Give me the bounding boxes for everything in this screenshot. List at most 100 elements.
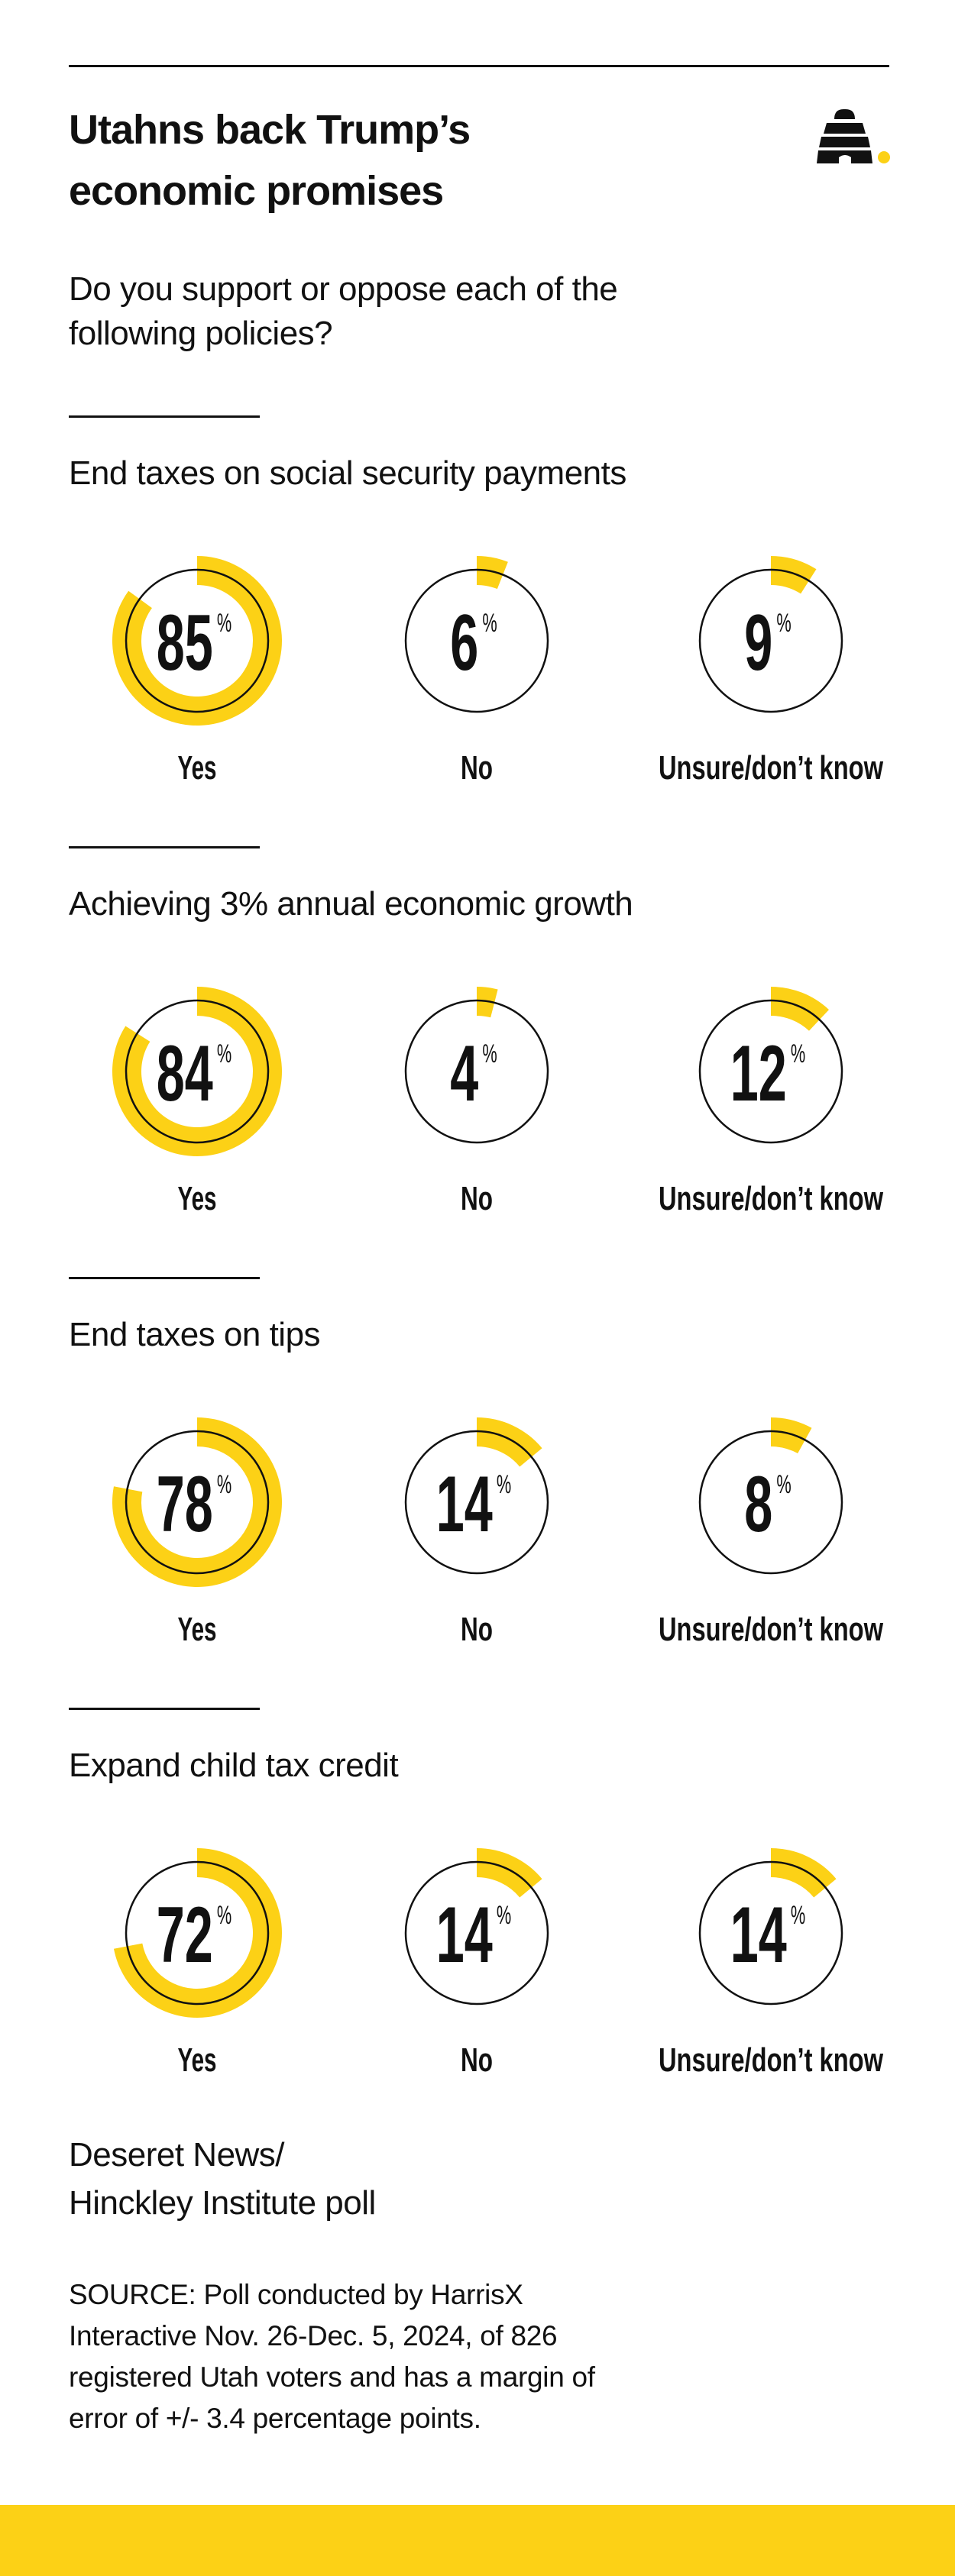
- percent-sign: %: [217, 1470, 231, 1499]
- category-label: No: [461, 749, 493, 787]
- poll-question-section: Expand child tax credit 72% Yes 14% No 14% Uns…: [0, 1708, 955, 2138]
- value-label: 8%: [744, 1459, 791, 1549]
- percent-sign: %: [217, 609, 231, 638]
- value-label: 12%: [730, 1029, 805, 1118]
- policy-title: Expand child tax credit: [69, 1747, 399, 1784]
- value-label: 14%: [436, 1890, 511, 1980]
- source-note: SOURCE: Poll conducted by HarrisX Intera…: [69, 2274, 595, 2439]
- value-label: 9%: [744, 598, 791, 687]
- donut-arc: [771, 987, 829, 1031]
- donut-chart: 85 % Yes: [112, 556, 282, 787]
- donut-chart: 9 % Unsure/don’t know: [659, 556, 884, 787]
- donut-arc: [477, 556, 508, 590]
- percent-sign: %: [776, 1470, 791, 1499]
- value-label: 14%: [730, 1890, 805, 1980]
- poll-question-section: Achieving 3% annual economic growth 84% Ye…: [0, 846, 955, 1277]
- donut-outline: [125, 568, 270, 713]
- category-label: No: [461, 1611, 493, 1648]
- value-number: 12: [730, 1029, 787, 1118]
- value-number: 72: [157, 1890, 213, 1980]
- donut-arc: [113, 1848, 282, 2018]
- percent-sign: %: [217, 1901, 231, 1930]
- donut-chart: 78 % Yes: [112, 1417, 282, 1648]
- poll-credit: Deseret News/ Hinckley Institute poll: [69, 2131, 376, 2227]
- value-label: 4%: [450, 1029, 497, 1118]
- percent-sign: %: [482, 609, 497, 638]
- category-label: Unsure/don’t know: [659, 1611, 884, 1648]
- donut-outline: [698, 1860, 843, 2006]
- donut-arc: [771, 556, 817, 594]
- value-label: 84%: [157, 1029, 231, 1118]
- category-label: Unsure/don’t know: [659, 2041, 884, 2079]
- top-rule: [69, 65, 889, 67]
- value-label: 14%: [436, 1459, 511, 1549]
- donut-chart: 6 % No: [404, 556, 549, 787]
- donut-chart: 12 % Unsure/don’t know: [659, 987, 884, 1217]
- category-label: Yes: [178, 1611, 217, 1648]
- bottom-accent-bar: [0, 2505, 955, 2576]
- donut-chart: 72 % Yes: [113, 1848, 282, 2079]
- donut-chart: 14 % Unsure/don’t know: [659, 1848, 884, 2079]
- section-rule: [69, 415, 260, 418]
- donut-outline: [404, 999, 549, 1144]
- value-label: 72%: [157, 1890, 231, 1980]
- source-line: error of +/- 3.4 percentage points.: [69, 2403, 481, 2434]
- percent-sign: %: [776, 609, 791, 638]
- question-line: following policies?: [69, 315, 333, 352]
- question-line: Do you support or oppose each of the: [69, 270, 618, 308]
- value-label: 78%: [157, 1459, 231, 1549]
- donut-arc: [771, 1417, 812, 1454]
- donut-chart: 84 % Yes: [112, 987, 282, 1217]
- title-line: economic promises: [69, 168, 444, 214]
- percent-sign: %: [791, 1901, 805, 1930]
- value-number: 8: [744, 1459, 772, 1549]
- donut-outline: [404, 1860, 549, 2006]
- source-line: SOURCE: Poll conducted by HarrisX: [69, 2279, 523, 2310]
- value-number: 14: [436, 1890, 493, 1980]
- value-number: 78: [157, 1459, 213, 1549]
- category-label: No: [461, 1180, 493, 1217]
- percent-sign: %: [497, 1470, 511, 1499]
- category-label: Yes: [178, 749, 217, 787]
- section-rule: [69, 1708, 260, 1710]
- donut-outline: [698, 1430, 843, 1575]
- value-number: 14: [730, 1890, 787, 1980]
- donut-arc: [112, 1417, 282, 1587]
- value-label: 85%: [157, 598, 231, 687]
- credit-line: Deseret News/: [69, 2136, 285, 2174]
- percent-sign: %: [217, 1039, 231, 1068]
- donut-chart: 8 % Unsure/don’t know: [659, 1417, 884, 1648]
- donut-arc: [477, 1417, 542, 1467]
- donut-outline: [125, 1430, 270, 1575]
- section-rule: [69, 1277, 260, 1279]
- donut-arc: [771, 1848, 837, 1898]
- value-number: 84: [157, 1029, 213, 1118]
- survey-question: Do you support or oppose each of the fol…: [69, 267, 618, 356]
- value-number: 9: [744, 598, 772, 687]
- value-number: 85: [157, 598, 213, 687]
- page-title: Utahns back Trump’s economic promises: [69, 99, 471, 221]
- category-label: Yes: [178, 2041, 217, 2079]
- donut-chart: 14 % No: [404, 1848, 549, 2079]
- credit-line: Hinckley Institute poll: [69, 2184, 376, 2222]
- percent-sign: %: [497, 1901, 511, 1930]
- poll-question-section: End taxes on social security payments 85%…: [0, 415, 955, 846]
- policy-title: End taxes on social security payments: [69, 454, 626, 492]
- donut-outline: [125, 1860, 270, 2006]
- category-label: Unsure/don’t know: [659, 749, 884, 787]
- donut-chart: 4 % No: [404, 987, 549, 1217]
- source-line: registered Utah voters and has a margin …: [69, 2361, 595, 2393]
- donut-arc: [477, 1848, 542, 1898]
- donut-outline: [125, 999, 270, 1144]
- beehive-logo-icon: [817, 109, 890, 163]
- donut-chart: 14 % No: [404, 1417, 549, 1648]
- category-label: Unsure/don’t know: [659, 1180, 884, 1217]
- value-label: 6%: [450, 598, 497, 687]
- donut-outline: [698, 999, 843, 1144]
- title-line: Utahns back Trump’s: [69, 107, 471, 153]
- section-rule: [69, 846, 260, 848]
- policy-title: End taxes on tips: [69, 1316, 321, 1353]
- donut-arc: [112, 556, 282, 726]
- donut-outline: [404, 1430, 549, 1575]
- value-number: 6: [450, 598, 478, 687]
